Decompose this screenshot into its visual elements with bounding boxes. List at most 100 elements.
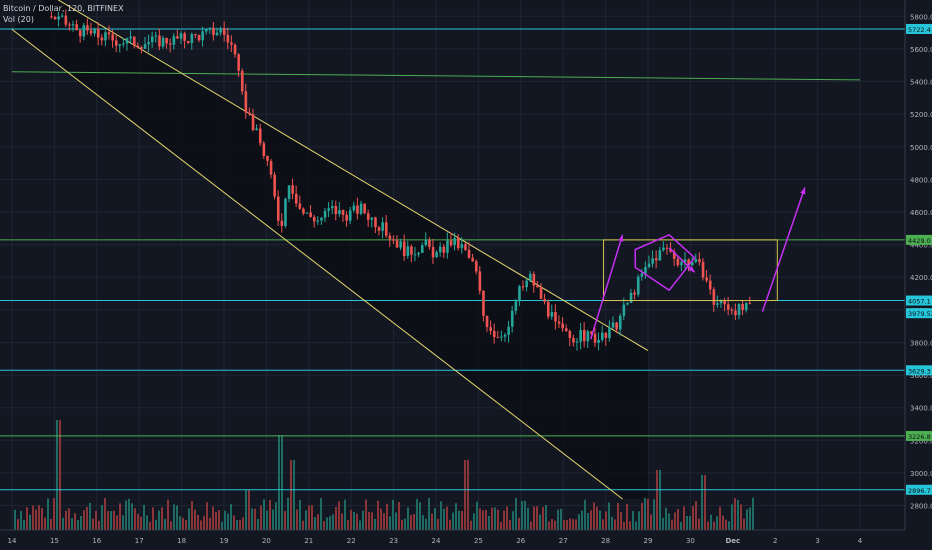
candle-body[interactable] — [557, 321, 561, 324]
candle-body[interactable] — [348, 210, 352, 221]
candle-body[interactable] — [93, 28, 96, 34]
candle-body[interactable] — [266, 155, 269, 161]
candle-body[interactable] — [525, 280, 528, 288]
candle-body[interactable] — [435, 252, 438, 258]
candle-body[interactable] — [154, 35, 158, 37]
candle-body[interactable] — [68, 24, 71, 26]
candle-body[interactable] — [694, 259, 698, 262]
candle-body[interactable] — [662, 247, 665, 251]
candle-body[interactable] — [222, 28, 226, 35]
candle-body[interactable] — [579, 330, 582, 342]
candle-body[interactable] — [330, 206, 334, 209]
candle-body[interactable] — [230, 42, 233, 45]
candle-body[interactable] — [442, 246, 446, 253]
candle-body[interactable] — [388, 235, 392, 240]
candle-body[interactable] — [485, 315, 489, 328]
candle-body[interactable] — [57, 16, 60, 20]
candle-body[interactable] — [204, 29, 208, 32]
sloped-resistance-line[interactable] — [11, 71, 861, 81]
candle-body[interactable] — [654, 258, 658, 261]
candle-body[interactable] — [132, 36, 136, 46]
candle-body[interactable] — [226, 34, 230, 43]
candle-body[interactable] — [96, 28, 100, 38]
candle-body[interactable] — [572, 337, 575, 343]
candle-body[interactable] — [276, 196, 280, 221]
candle-body[interactable] — [503, 334, 507, 337]
candle-body[interactable] — [730, 309, 734, 311]
candle-body[interactable] — [363, 203, 366, 214]
candle-body[interactable] — [658, 250, 662, 261]
candle-body[interactable] — [456, 238, 460, 249]
candle-body[interactable] — [600, 332, 604, 340]
candle-body[interactable] — [424, 240, 428, 246]
candle-body[interactable] — [50, 16, 53, 18]
candle-body[interactable] — [312, 216, 316, 222]
candle-body[interactable] — [161, 37, 165, 47]
candle-body[interactable] — [543, 298, 546, 302]
candle-body[interactable] — [125, 38, 129, 44]
candle-body[interactable] — [345, 214, 348, 221]
price-tag[interactable] — [906, 23, 932, 34]
candle-body[interactable] — [273, 174, 276, 197]
candle-body[interactable] — [618, 315, 622, 330]
candle-body[interactable] — [608, 327, 611, 338]
candle-body[interactable] — [302, 208, 305, 214]
candle-body[interactable] — [71, 24, 75, 26]
channel-upper-line[interactable] — [50, 0, 649, 352]
candle-body[interactable] — [676, 258, 680, 266]
candle-body[interactable] — [89, 30, 93, 34]
candle-body[interactable] — [568, 330, 572, 338]
candle-body[interactable] — [482, 290, 485, 316]
price-tag[interactable] — [906, 484, 932, 495]
candle-body[interactable] — [366, 213, 370, 220]
candle-body[interactable] — [78, 30, 82, 37]
candle-body[interactable] — [183, 33, 186, 42]
candle-body[interactable] — [352, 205, 356, 211]
candle-body[interactable] — [168, 43, 172, 45]
candle-body[interactable] — [298, 203, 302, 209]
candle-body[interactable] — [269, 160, 273, 175]
candle-body[interactable] — [384, 222, 388, 236]
candle-body[interactable] — [165, 37, 168, 44]
price-tag[interactable] — [906, 295, 932, 306]
candle-body[interactable] — [190, 34, 194, 43]
candle-body[interactable] — [248, 112, 251, 115]
candle-body[interactable] — [640, 273, 644, 277]
candle-body[interactable] — [381, 222, 384, 231]
candle-body[interactable] — [104, 32, 107, 41]
candle-body[interactable] — [201, 31, 204, 41]
candle-body[interactable] — [107, 32, 111, 35]
candle-body[interactable] — [521, 286, 525, 288]
diamond-pattern[interactable] — [634, 233, 696, 292]
candle-body[interactable] — [536, 285, 539, 288]
candle-body[interactable] — [701, 261, 705, 278]
candle-body[interactable] — [593, 333, 597, 343]
candle-body[interactable] — [532, 274, 536, 286]
candle-body[interactable] — [546, 301, 550, 317]
candle-body[interactable] — [723, 300, 726, 305]
candle-body[interactable] — [75, 24, 78, 31]
candle-body[interactable] — [629, 292, 633, 303]
candle-body[interactable] — [136, 45, 140, 48]
candle-body[interactable] — [240, 70, 244, 92]
candle-body[interactable] — [320, 217, 323, 221]
price-tag[interactable] — [906, 234, 932, 245]
candle-body[interactable] — [233, 44, 237, 55]
candle-body[interactable] — [438, 246, 442, 253]
candle-body[interactable] — [86, 25, 89, 31]
candle-body[interactable] — [82, 25, 86, 37]
candle-body[interactable] — [294, 193, 298, 204]
candle-body[interactable] — [712, 289, 716, 305]
candle-body[interactable] — [647, 263, 651, 267]
candle-body[interactable] — [586, 331, 590, 342]
candle-body[interactable] — [305, 212, 309, 214]
candle-body[interactable] — [597, 339, 600, 343]
candle-body[interactable] — [370, 217, 374, 220]
candle-body[interactable] — [633, 292, 636, 295]
candle-body[interactable] — [212, 27, 215, 36]
candle-body[interactable] — [550, 311, 554, 317]
candle-body[interactable] — [575, 341, 579, 343]
candle-body[interactable] — [683, 259, 687, 263]
candle-body[interactable] — [467, 249, 471, 258]
candle-body[interactable] — [564, 328, 568, 331]
